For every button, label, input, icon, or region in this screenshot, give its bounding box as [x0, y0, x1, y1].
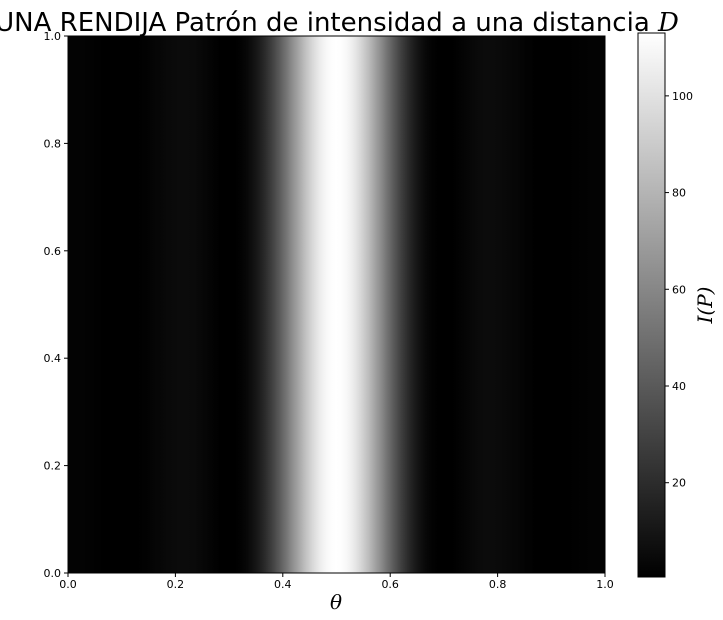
y-tick-label: 0.4	[44, 352, 62, 365]
x-tick-label: 0.2	[167, 578, 185, 591]
y-tick-label: 0.8	[44, 137, 62, 150]
chart-title-text: UNA RENDIJA Patrón de intensidad a una d…	[0, 8, 650, 38]
x-axis-ticks: 0.0 0.2 0.4 0.6 0.8 1.0	[59, 573, 614, 591]
colorbar-tick-label: 60	[672, 283, 686, 296]
chart-title-variable: D	[657, 8, 679, 38]
colorbar-tick-label: 100	[672, 90, 693, 103]
colorbar-tick-label: 80	[672, 187, 686, 200]
heatmap-image	[68, 36, 605, 573]
y-tick-label: 0.6	[44, 245, 62, 258]
x-tick-label: 0.0	[59, 578, 77, 591]
colorbar-frame	[637, 32, 666, 578]
x-axis-label: θ	[330, 590, 342, 614]
x-tick-label: 0.6	[381, 578, 399, 591]
y-tick-label: 0.0	[44, 567, 62, 580]
colorbar	[638, 33, 665, 577]
colorbar-tick-label: 40	[672, 380, 686, 393]
x-tick-label: 0.8	[489, 578, 507, 591]
colorbar-ticks: 20 40 60 80 100	[665, 90, 693, 490]
chart-title: UNA RENDIJA Patrón de intensidad a una d…	[0, 8, 679, 38]
y-axis-ticks: 0.0 0.2 0.4 0.6 0.8 1.0	[44, 30, 68, 580]
plot-frame	[67, 35, 606, 574]
colorbar-tick-label: 20	[672, 477, 686, 490]
colorbar-label: I(P)	[693, 287, 717, 325]
y-tick-label: 1.0	[44, 30, 62, 43]
x-tick-label: 0.4	[274, 578, 292, 591]
y-tick-label: 0.2	[44, 460, 62, 473]
x-tick-label: 1.0	[596, 578, 614, 591]
